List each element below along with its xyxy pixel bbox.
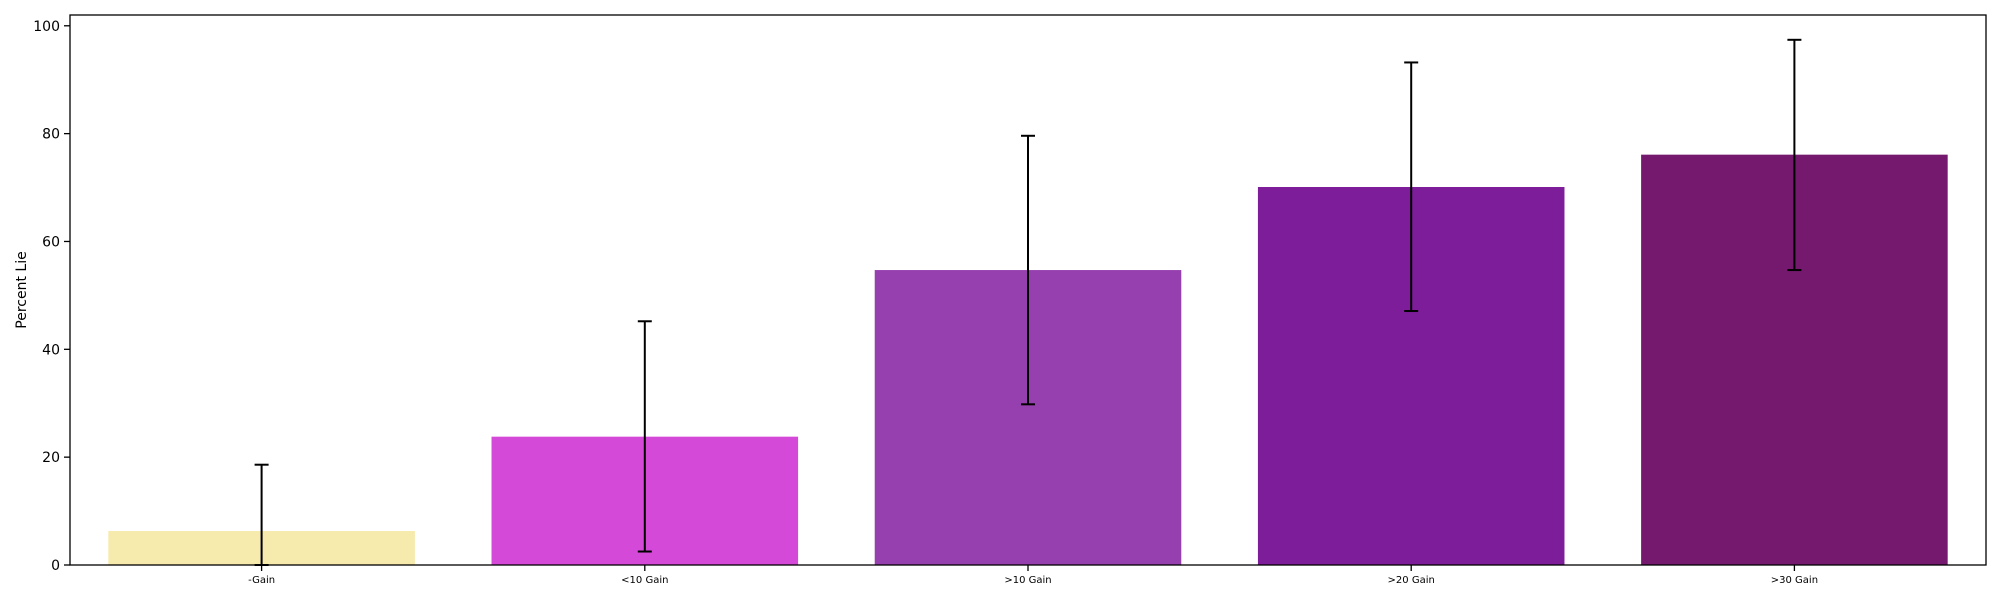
y-tick-label-1: 20 [42, 450, 60, 466]
x-tick-label-2: >10 Gain [1004, 575, 1051, 586]
x-tick-label-4: >30 Gain [1771, 575, 1818, 586]
x-tick-label-0: -Gain [248, 575, 275, 586]
y-tick-label-2: 40 [42, 342, 60, 358]
x-tick-label-3: >20 Gain [1388, 575, 1435, 586]
y-tick-label-3: 60 [42, 234, 60, 250]
y-tick-label-0: 0 [51, 558, 60, 574]
plot-area: 0 20 40 60 80 100 -Gain <10 Gain >10 Gain >20 Gai… [33, 14, 1987, 586]
x-tick-label-1: <10 Gain [621, 575, 668, 586]
y-tick-label-4: 80 [42, 127, 60, 143]
y-axis-label: Percent Lie [14, 251, 30, 328]
y-tick-label-5: 100 [33, 19, 60, 35]
